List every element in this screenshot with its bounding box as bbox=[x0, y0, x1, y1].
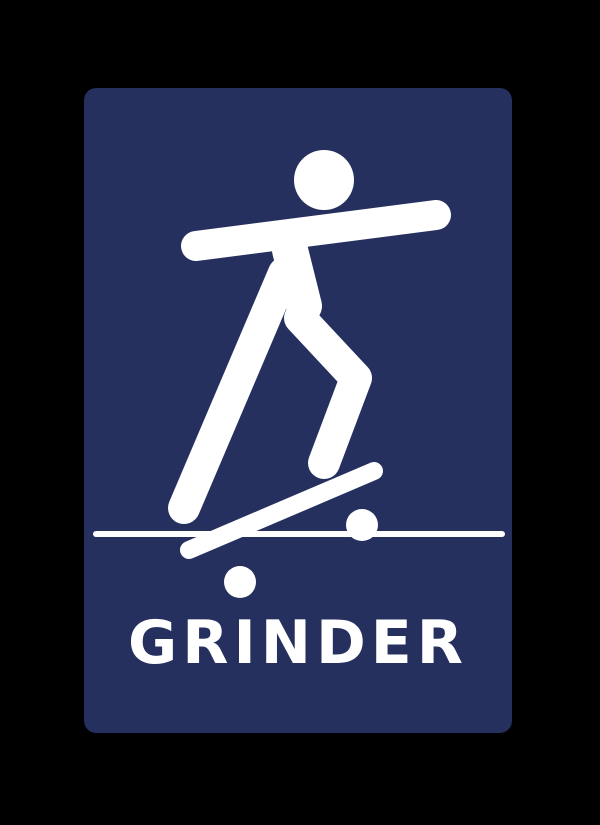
skater-front-leg bbox=[284, 302, 372, 479]
skateboard-deck bbox=[180, 462, 383, 559]
sign-panel bbox=[84, 88, 512, 733]
skater-arms bbox=[181, 200, 451, 261]
skateboarder-grinding-rail-icon bbox=[93, 150, 505, 598]
grinder-sign: GRINDER bbox=[84, 88, 512, 733]
skateboard-wheel-back bbox=[224, 566, 256, 598]
skater-back-leg bbox=[168, 257, 300, 524]
sign-label: GRINDER bbox=[128, 608, 468, 678]
skateboard-wheel-front bbox=[346, 509, 378, 541]
skater-head bbox=[294, 150, 354, 210]
